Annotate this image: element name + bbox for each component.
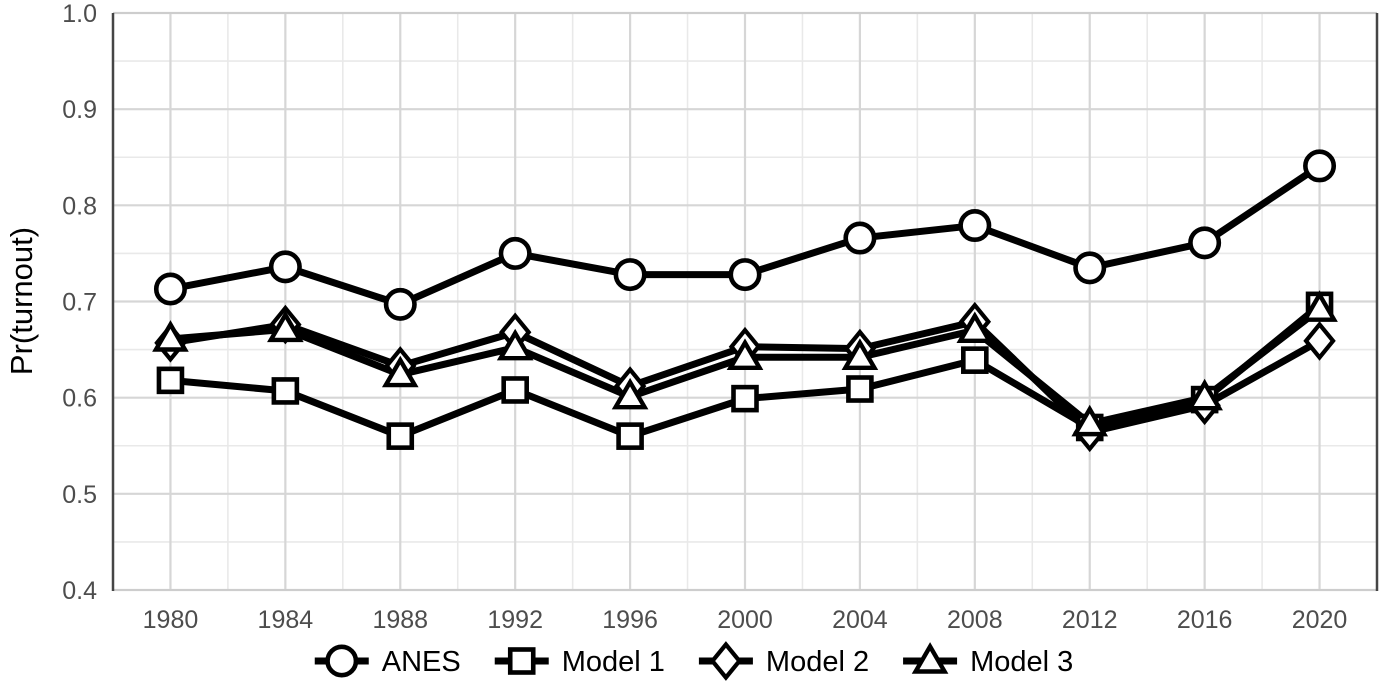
marker-triangle-model-3 <box>956 311 994 344</box>
marker-triangle-model-3 <box>267 310 304 343</box>
marker-circle-anes <box>153 272 187 306</box>
legend-key-triangle-icon <box>911 642 949 674</box>
y-tick-label: 0.8 <box>62 192 97 220</box>
marker-square-model-1 <box>731 384 759 413</box>
marker-diamond-model-2 <box>1303 321 1336 361</box>
legend-label: ANES <box>382 646 461 678</box>
marker-square-model-1 <box>961 346 989 374</box>
series-markers <box>152 149 1338 453</box>
marker-triangle-model-3 <box>1301 290 1338 322</box>
marker-circle-anes <box>728 258 762 292</box>
marker-triangle-model-3 <box>381 355 419 388</box>
x-tick-label: 2020 <box>1292 606 1348 634</box>
marker-square-model-1 <box>846 375 874 403</box>
y-tick-label: 1.0 <box>62 0 97 28</box>
marker-circle-anes <box>958 209 992 243</box>
x-tick-label: 2008 <box>947 606 1003 634</box>
legend-key-square-icon <box>507 647 536 675</box>
x-tick-label: 1996 <box>602 606 658 634</box>
x-tick-label: 1988 <box>372 606 428 634</box>
marker-square-model-1 <box>386 422 415 450</box>
y-axis-title: Pr(turnout) <box>4 227 39 375</box>
marker-triangle-model-3 <box>496 328 534 361</box>
y-tick-label: 0.5 <box>62 481 97 509</box>
chart-legend: ANES Model 1 Model 2 Model 3 <box>314 641 1073 681</box>
marker-triangle-model-3 <box>152 320 189 352</box>
marker-circle-anes <box>613 258 647 292</box>
marker-circle-anes <box>268 250 302 284</box>
marker-triangle-model-3 <box>841 338 879 370</box>
axis-tick-labels: 0.4 0.5 0.6 0.7 0.8 0.9 1.0 1980 1984 1988 1992 199… <box>62 0 1347 634</box>
x-tick-label: 1980 <box>143 606 199 634</box>
legend-key-circle-icon <box>325 644 359 678</box>
y-tick-label: 0.9 <box>62 96 97 124</box>
marker-triangle-model-3 <box>726 338 764 370</box>
legend-item-model-2: Model 2 <box>698 641 869 681</box>
legend-label: Model 2 <box>766 646 869 678</box>
x-tick-label: 1984 <box>258 606 314 634</box>
marker-circle-anes <box>1188 226 1222 260</box>
y-tick-label: 0.4 <box>62 577 97 605</box>
marker-circle-anes <box>498 236 532 270</box>
legend-item-model-1: Model 1 <box>494 646 665 678</box>
marker-square-model-1 <box>501 376 529 404</box>
panel-border <box>111 12 1379 591</box>
major-gridlines <box>113 11 1377 592</box>
marker-square-model-1 <box>616 422 644 450</box>
legend-item-model-3: Model 3 <box>903 642 1073 678</box>
x-tick-label: 2000 <box>717 606 773 634</box>
marker-triangle-model-3 <box>611 377 649 410</box>
marker-circle-anes <box>383 287 417 321</box>
marker-circle-anes <box>1303 149 1337 183</box>
marker-circle-anes <box>1073 251 1107 285</box>
marker-square-model-1 <box>156 366 185 395</box>
legend-label: Model 3 <box>970 646 1073 678</box>
marker-circle-anes <box>843 221 877 255</box>
marker-triangle-model-3 <box>1071 404 1109 437</box>
x-tick-label: 1992 <box>487 606 543 634</box>
y-tick-label: 0.7 <box>62 289 97 317</box>
y-tick-label: 0.6 <box>62 385 97 413</box>
marker-triangle-model-3 <box>1186 378 1223 411</box>
legend-key-diamond-icon <box>709 641 743 681</box>
x-tick-label: 2012 <box>1062 606 1118 634</box>
x-tick-label: 2004 <box>832 606 888 634</box>
legend-label: Model 1 <box>562 646 665 678</box>
marker-square-model-1 <box>271 377 300 405</box>
x-tick-label: 2016 <box>1177 606 1233 634</box>
legend-item-anes: ANES <box>314 644 461 678</box>
